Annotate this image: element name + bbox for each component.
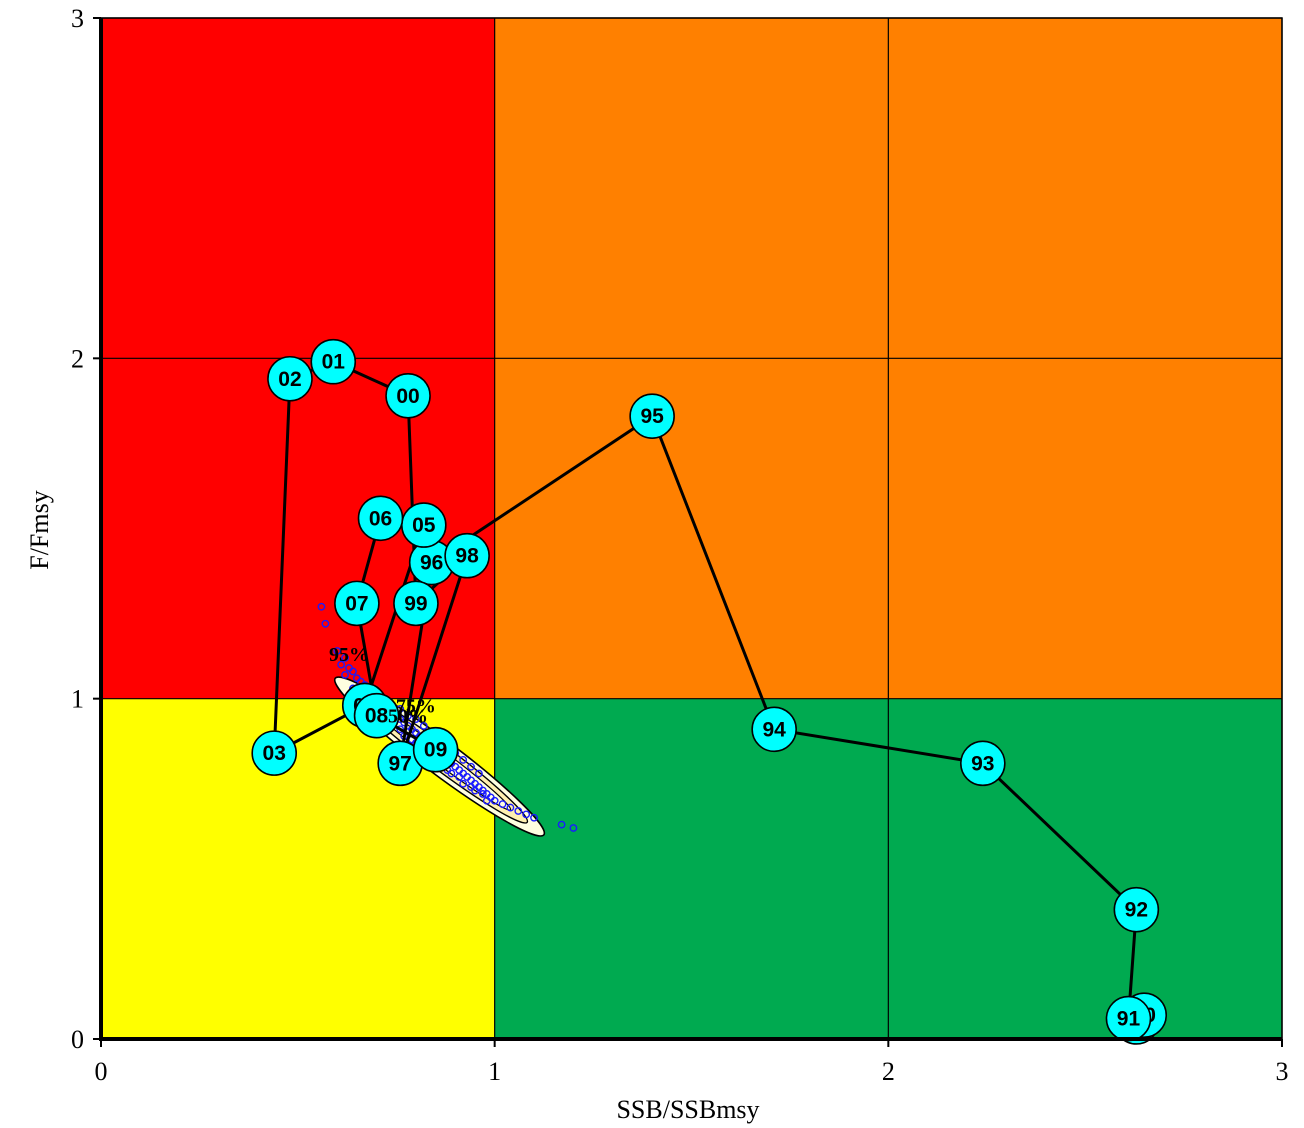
x-tick-label: 0 — [95, 1057, 108, 1086]
x-tick-label: 2 — [882, 1057, 895, 1086]
bootstrap-point — [471, 786, 479, 795]
year-label: 06 — [369, 507, 392, 530]
y-tick-label: 0 — [71, 1025, 84, 1054]
year-marker-circle — [412, 726, 459, 773]
year-marker-97: 97 — [377, 740, 423, 787]
year-marker-circle — [353, 692, 400, 739]
bootstrap-point — [455, 773, 464, 781]
year-label: 92 — [1125, 899, 1148, 922]
year-marker-circle — [385, 372, 431, 419]
bootstrap-point — [467, 762, 475, 771]
year-label: 93 — [971, 752, 994, 775]
confidence-labels: 95% 75%50% — [329, 644, 436, 727]
bootstrap-point — [317, 602, 326, 611]
y-axis-title: F/Fmsy — [25, 490, 54, 570]
bootstrap-point — [522, 810, 531, 819]
ci-label: 95% — [329, 644, 369, 666]
bootstrap-point — [419, 721, 428, 730]
bootstrap-point — [341, 653, 349, 662]
bootstrap-point — [349, 667, 357, 676]
bootstrap-point — [341, 670, 349, 679]
year-label: 07 — [345, 592, 368, 615]
year-label: 99 — [404, 592, 427, 615]
status-zones — [101, 18, 1283, 1039]
year-label: 00 — [396, 385, 419, 408]
year-marker-circle — [444, 532, 490, 579]
year-marker-98: 98 — [444, 532, 490, 579]
x-axis-title: SSB/SSBmsy — [616, 1095, 759, 1124]
bootstrap-point — [321, 619, 330, 628]
year-marker-05: 05 — [401, 502, 447, 548]
year-marker-94: 94 — [751, 706, 797, 753]
bootstrap-point — [475, 769, 483, 778]
year-marker-96: 96 — [408, 539, 455, 586]
y-tick-label: 2 — [71, 344, 84, 373]
year-marker-08: 08 — [353, 692, 400, 739]
bootstrap-point — [459, 779, 468, 788]
bootstrap-point — [482, 796, 491, 805]
ci-label: 75% — [396, 695, 436, 717]
bootstrap-point — [557, 820, 566, 829]
year-label: 96 — [420, 552, 443, 575]
bootstrap-point — [447, 769, 456, 778]
year-marker-06: 06 — [357, 495, 404, 542]
year-label: 01 — [322, 351, 346, 374]
year-label: 95 — [640, 405, 664, 428]
year-label: 05 — [412, 514, 436, 537]
year-marker-circle — [751, 706, 797, 753]
bootstrap-point — [459, 756, 468, 764]
year-marker-circle — [334, 580, 380, 627]
bootstrap-point — [337, 660, 346, 669]
year-marker-09: 09 — [412, 726, 459, 773]
year-marker-circle — [251, 730, 298, 776]
bootstrap-point — [396, 725, 405, 734]
year-marker-circle — [1113, 886, 1160, 933]
year-marker-circle — [310, 338, 357, 385]
year-label: 91 — [1117, 1008, 1141, 1031]
year-marker-93: 93 — [960, 740, 1006, 787]
year-marker-00: 00 — [385, 372, 431, 419]
x-tick-label: 3 — [1276, 1057, 1289, 1086]
bootstrap-point — [506, 803, 515, 812]
year-label: 98 — [455, 545, 479, 568]
bootstrap-point — [569, 824, 578, 832]
bootstrap-point — [514, 807, 523, 815]
year-label: 94 — [762, 718, 786, 741]
year-marker-91: 91 — [1105, 995, 1152, 1042]
y-tick-label: 1 — [71, 685, 84, 714]
bootstrap-point — [333, 647, 342, 655]
bootstrap-point — [490, 796, 499, 805]
year-marker-03: 03 — [251, 730, 298, 776]
year-marker-circle — [357, 495, 404, 542]
year-label: 02 — [278, 368, 301, 391]
trajectory: 9909192939495969798990001020304050607080… — [251, 338, 1168, 1045]
bootstrap-point — [530, 813, 538, 822]
year-marker-circle — [393, 580, 439, 627]
ci-label: 50% — [388, 705, 428, 727]
year-marker-07: 07 — [334, 580, 380, 627]
year-label: 09 — [424, 739, 447, 762]
year-label: 03 — [263, 742, 286, 765]
year-marker-01: 01 — [310, 338, 357, 385]
bootstrap-point — [498, 800, 507, 809]
year-label: 97 — [389, 752, 412, 775]
year-marker-circle — [267, 355, 313, 402]
year-marker-circle — [629, 393, 675, 439]
y-tick-label: 3 — [71, 4, 84, 33]
year-marker-02: 02 — [267, 355, 313, 402]
year-marker-92: 92 — [1113, 886, 1160, 933]
year-label: 08 — [365, 705, 389, 728]
year-marker-99: 99 — [393, 580, 439, 627]
bootstrap-point — [478, 790, 487, 798]
year-marker-circle — [960, 740, 1006, 787]
year-marker-95: 95 — [629, 393, 675, 439]
x-tick-label: 1 — [488, 1057, 501, 1086]
